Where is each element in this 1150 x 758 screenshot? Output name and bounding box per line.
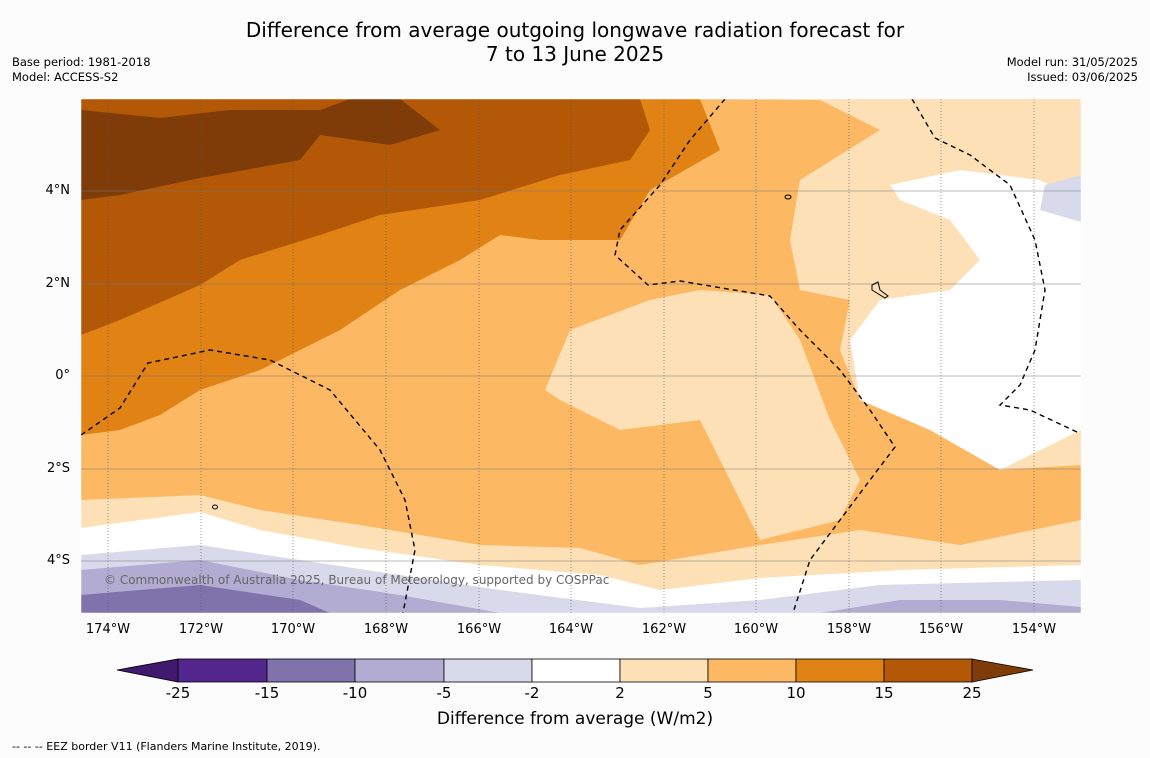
- lon-label-174w: 174°W: [85, 622, 131, 637]
- lon-label-156w: 156°W: [918, 622, 964, 637]
- footnote: -- -- -- EEZ border V11 (Flanders Marine…: [12, 740, 321, 753]
- lon-label-160w: 160°W: [733, 622, 779, 637]
- lon-label-154w: 154°W: [1011, 622, 1057, 637]
- colorbar-tick: 15: [874, 684, 894, 702]
- colorbar-tick: 10: [786, 684, 806, 702]
- lon-label-170w: 170°W: [270, 622, 316, 637]
- lon-label-158w: 158°W: [826, 622, 872, 637]
- lon-label-162w: 162°W: [641, 622, 687, 637]
- model-run: Model run: 31/05/2025: [1006, 55, 1138, 69]
- colorbar-label: Difference from average (W/m2): [436, 709, 714, 729]
- colorbar-tick: 2: [615, 684, 625, 702]
- lon-label-166w: 166°W: [456, 622, 502, 637]
- lon-label-172w: 172°W: [178, 622, 224, 637]
- copyright-notice: © Commonwealth of Australia 2025, Bureau…: [104, 573, 610, 587]
- issued-date: Issued: 03/06/2025: [1027, 70, 1138, 84]
- lat-label-2s: 2°S: [46, 461, 70, 476]
- colorbar-tick: -2: [524, 684, 540, 702]
- model-name: Model: ACCESS-S2: [12, 70, 119, 84]
- title-line-2: 7 to 13 June 2025: [485, 42, 665, 66]
- colorbar-tick: -25: [165, 684, 191, 702]
- map-field: [81, 99, 1081, 613]
- lat-label-2n: 2°N: [45, 276, 71, 291]
- colorbar-tick: 25: [962, 684, 982, 702]
- colorbar-tick: -10: [342, 684, 368, 702]
- lat-label-4s: 4°S: [46, 553, 70, 568]
- lat-label-4n: 4°N: [45, 183, 71, 198]
- colorbar-tick: 5: [703, 684, 713, 702]
- colorbar-tick: -15: [254, 684, 280, 702]
- colorbar: [116, 658, 1034, 683]
- lon-label-168w: 168°W: [363, 622, 409, 637]
- title-line-1: Difference from average outgoing longwav…: [245, 18, 905, 42]
- colorbar-tick: -5: [436, 684, 452, 702]
- meta-right: Model run: 31/05/2025 Issued: 03/06/2025: [1007, 55, 1138, 85]
- lon-label-164w: 164°W: [548, 622, 594, 637]
- base-period: Base period: 1981-2018: [12, 55, 151, 69]
- map-title: Difference from average outgoing longwav…: [0, 18, 1150, 66]
- meta-left: Base period: 1981-2018 Model: ACCESS-S2: [12, 55, 151, 85]
- lat-label-0: 0°: [55, 368, 70, 383]
